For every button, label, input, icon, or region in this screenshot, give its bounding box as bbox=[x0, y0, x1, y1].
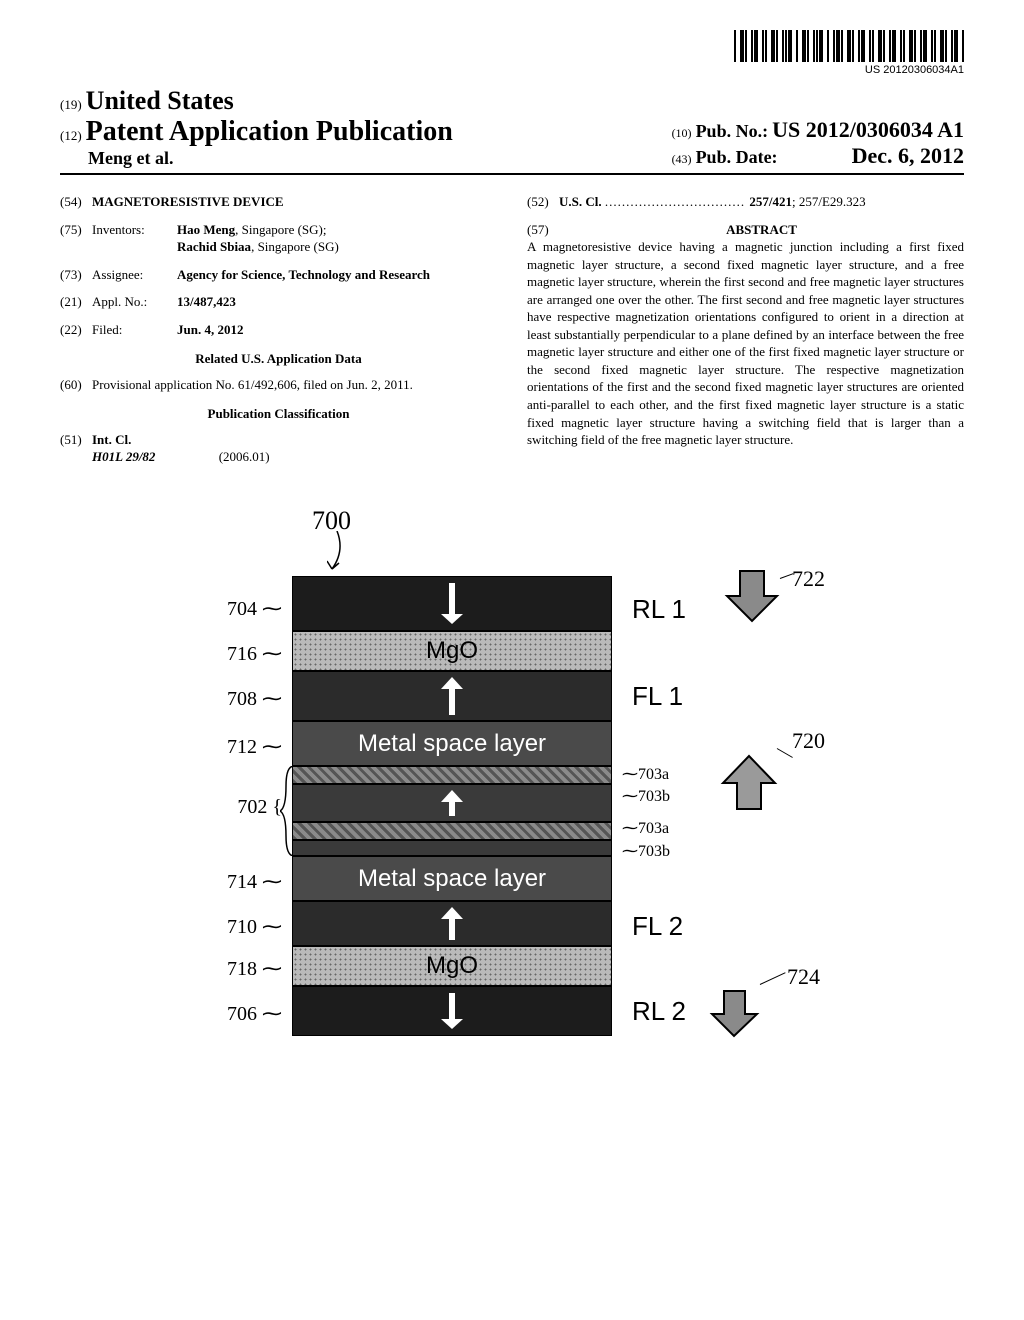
ref-708: 708 ⁓ bbox=[222, 686, 282, 711]
left-column: (54) MAGNETORESISTIVE DEVICE (75) Invent… bbox=[60, 193, 497, 476]
layer-0 bbox=[292, 576, 612, 631]
assignee: Agency for Science, Technology and Resea… bbox=[177, 267, 430, 282]
ref-703a-1: ⁓703a bbox=[622, 764, 669, 784]
related-head: Related U.S. Application Data bbox=[60, 350, 497, 368]
code-43: (43) bbox=[672, 152, 692, 166]
layer-4 bbox=[292, 766, 612, 784]
abstract-label: ABSTRACT bbox=[726, 222, 797, 237]
ref-706: 706 ⁓ bbox=[222, 1001, 282, 1026]
authors-line: Meng et al. bbox=[88, 148, 453, 169]
code-19: (19) bbox=[60, 97, 82, 112]
ref-722: 722 bbox=[792, 566, 825, 592]
ref-714: 714 ⁓ bbox=[222, 869, 282, 894]
country: United States bbox=[86, 86, 234, 115]
ref-703a-2: ⁓703a bbox=[622, 818, 669, 838]
barcode-region: US 20120306034A1 bbox=[60, 30, 964, 76]
layer-10: MgO bbox=[292, 946, 612, 986]
ref-704: 704 ⁓ bbox=[222, 596, 282, 621]
ref-703b-2: ⁓703b bbox=[622, 841, 670, 861]
biblio-columns: (54) MAGNETORESISTIVE DEVICE (75) Invent… bbox=[60, 193, 964, 476]
filed-label: Filed: bbox=[92, 321, 177, 339]
pub-date-label: Pub. Date: bbox=[696, 147, 778, 167]
inventor-1-loc: , Singapore (SG); bbox=[235, 222, 326, 237]
appl-no-label: Appl. No.: bbox=[92, 293, 177, 311]
code-73: (73) bbox=[60, 266, 92, 284]
barcode-text: US 20120306034A1 bbox=[865, 64, 964, 76]
abstract-text: A magnetoresistive device having a magne… bbox=[527, 238, 964, 449]
ref-703b-1: ⁓703b bbox=[622, 786, 670, 806]
ref-718: 718 ⁓ bbox=[222, 956, 282, 981]
code-52: (52) bbox=[527, 193, 559, 211]
us-cl-label: U.S. Cl. bbox=[559, 194, 602, 209]
layer-2 bbox=[292, 671, 612, 721]
pub-date: Dec. 6, 2012 bbox=[852, 143, 964, 168]
assignee-label: Assignee: bbox=[92, 266, 177, 284]
filed-date: Jun. 4, 2012 bbox=[177, 322, 243, 337]
publication-type: Patent Application Publication bbox=[86, 116, 453, 147]
label-rl2: RL 2 bbox=[632, 996, 686, 1027]
label-rl1: RL 1 bbox=[632, 594, 686, 625]
label-fl2: FL 2 bbox=[632, 911, 683, 942]
arrow-720 bbox=[717, 751, 782, 816]
provisional-text: Provisional application No. 61/492,606, … bbox=[92, 376, 497, 394]
int-cl-date: (2006.01) bbox=[219, 449, 270, 464]
layer-11 bbox=[292, 986, 612, 1036]
leader-724 bbox=[760, 972, 786, 985]
layer-8: Metal space layer bbox=[292, 856, 612, 901]
appl-no: 13/487,423 bbox=[177, 294, 236, 309]
code-10: (10) bbox=[672, 126, 692, 140]
ref-702: 702 { bbox=[222, 796, 282, 819]
brace-702 bbox=[280, 766, 298, 856]
inventor-1: Hao Meng bbox=[177, 222, 235, 237]
code-22: (22) bbox=[60, 321, 92, 339]
layer-6 bbox=[292, 822, 612, 840]
header: (19) United States (12) Patent Applicati… bbox=[60, 86, 964, 175]
layer-7 bbox=[292, 840, 612, 856]
figure-area: 700 MgOMetal space layerMetal space laye… bbox=[60, 496, 964, 1076]
inventor-2-loc: , Singapore (SG) bbox=[251, 239, 339, 254]
ref-720: 720 bbox=[792, 728, 825, 754]
code-21: (21) bbox=[60, 293, 92, 311]
ref-710: 710 ⁓ bbox=[222, 914, 282, 939]
layer-1: MgO bbox=[292, 631, 612, 671]
us-cl-value2: ; 257/E29.323 bbox=[792, 194, 866, 209]
code-12: (12) bbox=[60, 128, 82, 143]
arrow-722 bbox=[722, 566, 782, 626]
pub-no: US 2012/0306034 A1 bbox=[772, 117, 964, 142]
arrow-724 bbox=[707, 986, 762, 1041]
barcode-graphic bbox=[734, 30, 964, 62]
layer-9 bbox=[292, 901, 612, 946]
code-54: (54) bbox=[60, 193, 92, 211]
code-51: (51) bbox=[60, 431, 92, 466]
title: MAGNETORESISTIVE DEVICE bbox=[92, 194, 284, 209]
label-fl1: FL 1 bbox=[632, 681, 683, 712]
ref-724: 724 bbox=[787, 964, 820, 990]
code-60: (60) bbox=[60, 376, 92, 394]
int-cl-class: H01L 29/82 bbox=[92, 449, 155, 464]
layer-5 bbox=[292, 784, 612, 822]
classification-head: Publication Classification bbox=[60, 405, 497, 423]
us-cl-value: 257/421 bbox=[749, 194, 792, 209]
ref-716: 716 ⁓ bbox=[222, 641, 282, 666]
inventor-2: Rachid Sbiaa bbox=[177, 239, 251, 254]
code-57: (57) bbox=[527, 221, 559, 239]
layer-3: Metal space layer bbox=[292, 721, 612, 766]
int-cl-label: Int. Cl. bbox=[92, 432, 131, 447]
code-75: (75) bbox=[60, 221, 92, 256]
inventors-label: Inventors: bbox=[92, 221, 177, 256]
leader-700 bbox=[327, 531, 357, 571]
figure: 700 MgOMetal space layerMetal space laye… bbox=[162, 496, 862, 1076]
right-column: (52) U.S. Cl. ..........................… bbox=[527, 193, 964, 476]
ref-712: 712 ⁓ bbox=[222, 734, 282, 759]
pub-no-label: Pub. No.: bbox=[696, 121, 769, 141]
